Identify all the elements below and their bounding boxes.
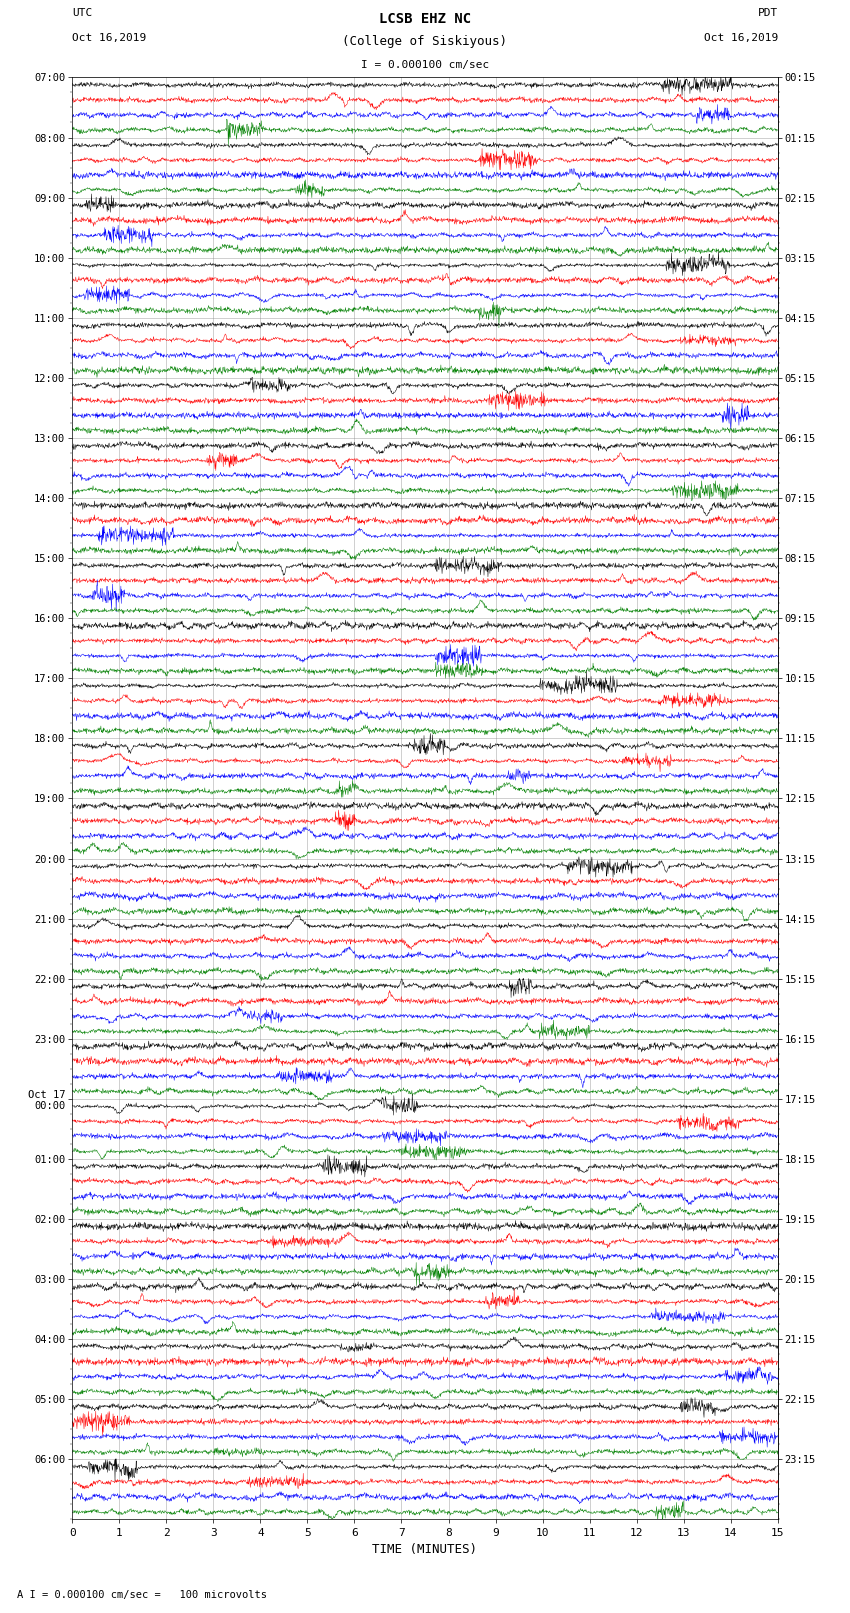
Text: PDT: PDT [757, 8, 778, 18]
Text: I = 0.000100 cm/sec: I = 0.000100 cm/sec [361, 60, 489, 71]
Text: Oct 16,2019: Oct 16,2019 [704, 32, 778, 42]
X-axis label: TIME (MINUTES): TIME (MINUTES) [372, 1542, 478, 1555]
Text: LCSB EHZ NC: LCSB EHZ NC [379, 11, 471, 26]
Text: A I = 0.000100 cm/sec =   100 microvolts: A I = 0.000100 cm/sec = 100 microvolts [17, 1590, 267, 1600]
Text: (College of Siskiyous): (College of Siskiyous) [343, 35, 507, 48]
Text: UTC: UTC [72, 8, 93, 18]
Text: Oct 16,2019: Oct 16,2019 [72, 32, 146, 42]
